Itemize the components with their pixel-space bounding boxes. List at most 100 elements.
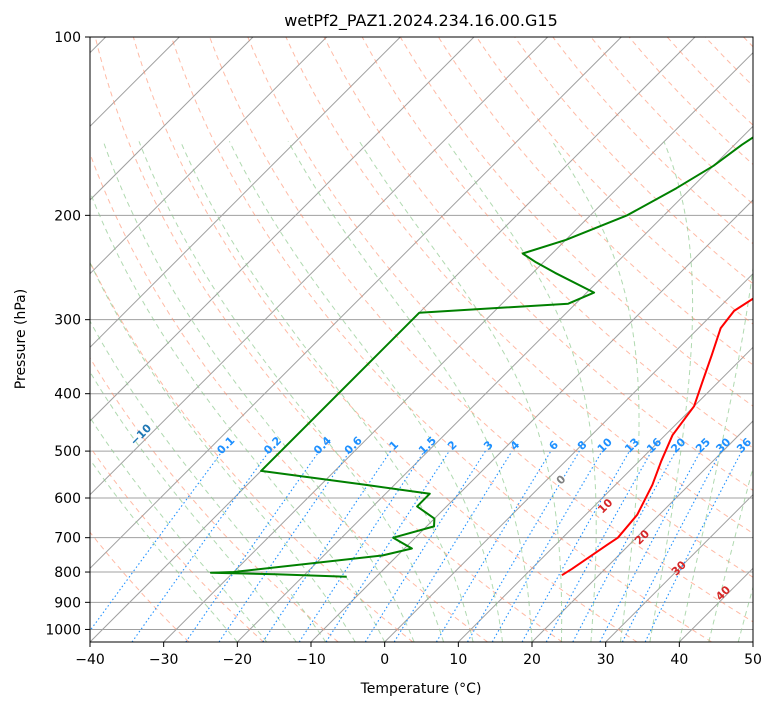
mixing-ratio-line [435, 450, 552, 642]
mixing-ratio-line [545, 450, 653, 642]
mixing-ratio-label: 25 [693, 436, 713, 456]
y-tick-label: 100 [54, 30, 81, 46]
mixing-ratio-line [90, 450, 223, 632]
x-tick-label: 10 [449, 652, 467, 668]
isotherm-line [752, 641, 753, 642]
isotherm-line [90, 37, 622, 570]
moist-adiabat-label: 0 [554, 472, 569, 487]
x-tick-label: 20 [523, 652, 541, 668]
x-tick-label: 50 [744, 652, 762, 668]
moist-adiabat-line [551, 141, 640, 642]
dry-adiabat-line [171, 37, 712, 642]
dry-adiabat-line [361, 37, 753, 449]
x-tick-label: −20 [223, 652, 253, 668]
y-tick-label: 300 [54, 313, 81, 329]
mixing-ratio-label: 0.1 [214, 434, 237, 457]
mixing-ratio-line [325, 450, 450, 642]
y-tick-label: 1000 [45, 622, 81, 638]
isotherm-line [457, 346, 753, 642]
dry-adiabat-line [90, 531, 190, 642]
moist-adiabat-line [180, 141, 474, 642]
mixing-ratio-label: 4 [508, 438, 523, 453]
dry-adiabat-line [285, 37, 753, 535]
isotherm-line [90, 37, 475, 422]
mixing-ratio-line [185, 450, 320, 642]
dry-adiabat-line [590, 37, 753, 205]
dry-adiabat-line [514, 37, 753, 285]
dry-adiabat-line [90, 446, 264, 642]
moist-adiabat-line [90, 370, 297, 642]
isotherm-line [90, 37, 328, 275]
x-axis-label: Temperature (°C) [360, 681, 482, 697]
mixing-ratio-line [644, 450, 743, 642]
moist-adiabat-line [708, 465, 753, 642]
chart-title: wetPf2_PAZ1.2024.234.16.00.G15 [284, 11, 558, 31]
mixing-ratio-line [521, 450, 630, 642]
mixing-ratio-label: 0.6 [342, 434, 365, 457]
mixing-ratio-line [393, 450, 513, 642]
isotherm-line [90, 37, 254, 201]
mixing-ratio-label: 1.5 [416, 434, 439, 457]
dry-adiabat-line [90, 356, 339, 642]
moist-adiabat-line [678, 264, 753, 642]
isotherm-line [236, 125, 753, 642]
y-tick-label: 900 [54, 595, 81, 611]
dry-adiabat-line [704, 37, 753, 87]
y-tick-label: 400 [54, 387, 81, 403]
isotherm-line [310, 199, 753, 642]
moist-adiabat-line [90, 190, 386, 642]
profile-series [209, 136, 753, 578]
moist-adiabat-line [90, 416, 268, 642]
y-tick-label: 800 [54, 565, 81, 581]
x-tick-label: −40 [75, 652, 105, 668]
mixing-ratio-label: 10 [595, 435, 615, 455]
dewpoint-profile-line [209, 136, 753, 578]
moist-adiabat-line [649, 141, 694, 642]
dry-adiabat-line [209, 37, 753, 623]
y-tick-label: 500 [54, 444, 81, 460]
x-tick-label: −30 [149, 652, 179, 668]
isotherm-line [678, 567, 753, 642]
dry-adiabat-line [399, 37, 753, 407]
y-tick-label: 700 [54, 531, 81, 547]
x-tick-label: 40 [670, 652, 688, 668]
mixing-ratio-label: 30 [713, 435, 733, 455]
y-tick-label: 600 [54, 491, 81, 507]
dry-adiabat-line [743, 37, 753, 48]
isotherm-line [90, 37, 549, 496]
mixing-ratio-line [572, 450, 677, 642]
moist-adiabat-line [102, 141, 415, 642]
moist-adiabat-line [228, 141, 503, 642]
dry-adiabat-line [132, 37, 638, 642]
x-tick-label: 30 [597, 652, 615, 668]
mixing-ratio-line [131, 450, 270, 642]
mixing-ratio-line [218, 450, 351, 642]
dry-adiabat-line [247, 37, 753, 578]
plot-frame [89, 36, 754, 643]
axes: −40 −30 −20 −10 0 10 20 30 40 50 100 200 300 400 500 60… [45, 30, 762, 668]
background-lines [90, 37, 753, 642]
moist-adiabat-label: 10 [595, 496, 615, 516]
dry-adiabat-line [323, 37, 753, 491]
x-tick-label: −10 [296, 652, 326, 668]
mixing-ratio-label: 0.4 [311, 434, 334, 457]
isotherm-line [90, 37, 401, 349]
dry-adiabat-line [666, 37, 753, 126]
mixing-ratio-line [262, 450, 392, 642]
moist-adiabat-label: 40 [713, 583, 733, 603]
mixing-ratio-line [298, 450, 425, 642]
moist-adiabat-line [138, 141, 445, 642]
mixing-ratio-label: 36 [734, 435, 754, 455]
y-tick-label: 200 [54, 208, 81, 224]
dry-adiabat-line [90, 152, 488, 642]
isotherm-line [384, 272, 753, 642]
isotherm-line [605, 493, 753, 642]
dry-adiabat-line [437, 37, 753, 366]
temperature-profile-line [561, 297, 753, 577]
mixing-ratio-label: 0.2 [261, 434, 284, 457]
isotherm-line [163, 51, 753, 642]
y-axis-label: Pressure (hPa) [13, 289, 29, 389]
moist-adiabat-line [287, 141, 533, 642]
dry-adiabat-line [94, 37, 563, 642]
